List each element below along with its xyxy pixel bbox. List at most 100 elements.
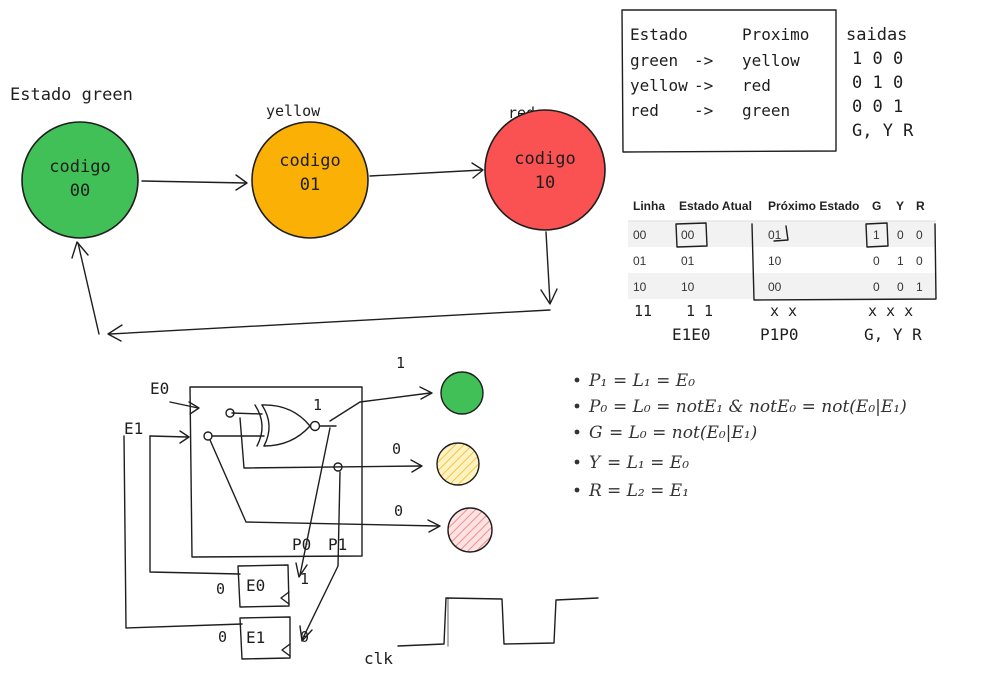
arrow-p0 <box>295 562 308 578</box>
table-header-linha: Linha <box>633 199 665 213</box>
state-green-code-label: codigo <box>49 157 110 177</box>
equation-rhs: = L₀ = notE₁ & notE₀ = not(E₀|E₁) <box>613 397 907 417</box>
bullet <box>574 377 580 383</box>
out-mid-value: 0 <box>392 440 401 458</box>
highlight-g-box <box>865 222 889 248</box>
table-cell-y: 0 <box>897 228 904 242</box>
input-e0-wire <box>169 401 200 415</box>
ff-e1-label: E1 <box>246 628 265 647</box>
table-header-r: R <box>916 199 925 213</box>
table-cell-r: 0 <box>916 228 923 242</box>
equation-lhs: P₀ <box>588 397 607 417</box>
state-green-code: 00 <box>70 181 90 201</box>
wire-to-yellow <box>239 417 421 469</box>
ff-e0-label: E0 <box>246 576 265 595</box>
input-e1-label: E1 <box>124 419 143 438</box>
equation-lhs: G <box>589 423 603 443</box>
out-bot-value: 0 <box>394 502 403 520</box>
flipflop-e0: E0 0 1 <box>216 564 309 608</box>
logic-block <box>189 386 363 558</box>
equation-rhs: = L₀ = not(E₀|E₁) <box>609 423 757 443</box>
table-cell-r: 1 <box>916 280 923 294</box>
lamp-yellow <box>436 442 480 486</box>
state-diagram: Estado green codigo 00 yellow codigo 01 … <box>10 85 606 342</box>
table-cell-linha: 00 <box>633 228 647 242</box>
state-red-circle <box>484 109 606 231</box>
table-row: 00 00 01 1 0 0 <box>633 228 923 242</box>
transition-row-to: yellow <box>742 51 800 70</box>
state-green: codigo 00 <box>21 121 139 239</box>
table-cell-g: 0 <box>873 254 880 268</box>
equation-item: G = L₀ = not(E₀|E₁) <box>574 423 757 443</box>
out-top-value: 1 <box>396 354 405 372</box>
table-cell-linha: 01 <box>633 254 647 268</box>
equation-item: Y = L₁ = E₀ <box>574 453 689 473</box>
highlight-outputs-region <box>751 223 937 301</box>
state-yellow-caption: yellow <box>266 102 321 120</box>
transition-row-arrow: -> <box>694 51 713 70</box>
footer-proximo: P1P0 <box>760 325 799 344</box>
outputs-row: 0 0 1 <box>852 97 903 117</box>
state-yellow-code-label: codigo <box>279 151 340 171</box>
flipflop-e1: E1 0 0 <box>218 616 309 660</box>
wire-p0-to-ff0 <box>299 427 331 576</box>
equation-rhs: = L₁ = E₀ <box>613 371 695 391</box>
table-cell-y: 1 <box>897 254 904 268</box>
table-header-y: Y <box>896 199 904 213</box>
arrow-p1 <box>299 625 313 642</box>
state-label: Estado green <box>10 85 133 105</box>
table-header-estado-atual: Estado Atual <box>679 199 752 213</box>
feedback-e1 <box>123 435 243 629</box>
feedback-e0 <box>149 435 241 575</box>
table-cell-linha: 10 <box>633 280 647 294</box>
outputs-row: 1 0 0 <box>852 49 903 69</box>
table-cell-y: 0 <box>897 280 904 294</box>
table-cell-atual: 00 <box>681 228 695 242</box>
transition-header-proximo: Proximo <box>742 25 809 44</box>
outputs-header: saidas <box>846 25 907 45</box>
bullet <box>574 403 580 409</box>
junction-p1 <box>333 462 343 472</box>
footer-outputs: G, Y R <box>864 325 922 344</box>
ff-e0-in: 0 <box>216 580 225 598</box>
bullet <box>574 429 580 435</box>
equation-item: R = L₂ = E₁ <box>574 481 689 501</box>
outputs-box: saidas 1 0 0 0 1 0 0 0 1 G, Y R <box>846 25 914 141</box>
p1-label: P1 <box>328 535 347 554</box>
outputs-row: 0 1 0 <box>852 73 903 93</box>
table-row: 10 10 00 0 0 1 <box>633 280 923 294</box>
table-header-proximo-estado: Próximo Estado <box>768 199 859 213</box>
wire-to-red <box>209 439 439 527</box>
table-cell-proximo: 01 <box>768 228 782 242</box>
table-cell-r: 0 <box>916 254 923 268</box>
arrow-to-red <box>427 519 441 533</box>
extra-row-atual: 1 1 <box>686 302 713 320</box>
table-row-bg <box>628 273 936 299</box>
outputs-footer: G, Y R <box>852 121 914 141</box>
bullet <box>574 459 580 465</box>
transition-row-to: green <box>742 101 790 120</box>
circuit: E0 E1 1 <box>123 354 599 668</box>
extra-row-linha: 11 <box>634 302 652 320</box>
table-cell-proximo: 10 <box>768 254 782 268</box>
arrow-to-green <box>419 386 433 400</box>
table-cell-proximo: 00 <box>768 280 782 294</box>
extra-row-outputs: x x x <box>868 302 913 320</box>
state-red-code-label: codigo <box>514 149 575 169</box>
equation-rhs: = L₁ = E₀ <box>607 453 689 473</box>
transition-row-from: green <box>630 51 678 70</box>
equation-lhs: P₁ <box>588 371 607 391</box>
arrow-to-yellow <box>410 459 423 473</box>
wire-to-green <box>329 392 431 422</box>
equation-lhs: Y <box>589 453 602 473</box>
table-cell-atual: 10 <box>681 280 695 294</box>
clock-waveform <box>397 597 599 647</box>
junction-e1 <box>203 431 213 441</box>
state-red-code: 10 <box>535 173 555 193</box>
truth-table: Linha Estado Atual Próximo Estado G Y R … <box>628 199 937 344</box>
transition-header-estado: Estado <box>630 25 688 44</box>
state-yellow-circle <box>251 121 369 239</box>
transition-yellow-to-red <box>369 162 484 179</box>
clk-label: clk <box>364 649 393 668</box>
